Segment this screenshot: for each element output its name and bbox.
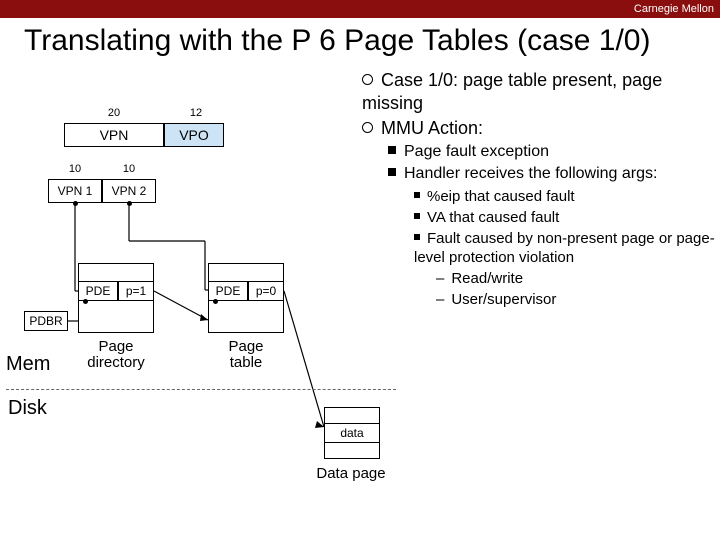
pte-p-box: p=0 bbox=[248, 281, 284, 301]
bullet-2b: Handler receives the following args: bbox=[388, 164, 716, 184]
bullet-list: Case 1/0: page table present, page missi… bbox=[362, 69, 716, 312]
bullet-1: Case 1/0: page table present, page missi… bbox=[362, 69, 716, 115]
vpo-width: 12 bbox=[186, 107, 206, 119]
mem-disk-divider bbox=[6, 389, 396, 390]
bullet-2b2: VA that caused fault bbox=[414, 208, 716, 227]
bullet-2a: Page fault exception bbox=[388, 142, 716, 162]
dot bbox=[127, 201, 132, 206]
pde-box: PDE bbox=[78, 281, 118, 301]
disk-label: Disk bbox=[8, 397, 47, 420]
vpn2-box: VPN 2 bbox=[102, 179, 156, 203]
vpn1-width: 10 bbox=[66, 163, 84, 175]
vpn2-width: 10 bbox=[120, 163, 138, 175]
bullet-2b3a: Read/write bbox=[436, 269, 716, 288]
data-box: data bbox=[324, 423, 380, 443]
data-page-label: Data page bbox=[296, 465, 406, 482]
bullet-2: MMU Action: bbox=[362, 117, 716, 140]
bullet-2b3: Fault caused by non-present page or page… bbox=[414, 229, 716, 267]
pde-p-box: p=1 bbox=[118, 281, 154, 301]
dot bbox=[213, 299, 218, 304]
vpn1-box: VPN 1 bbox=[48, 179, 102, 203]
vpn-box: VPN bbox=[64, 123, 164, 147]
dot bbox=[83, 299, 88, 304]
bullet-2b3b: User/supervisor bbox=[436, 290, 716, 309]
mem-label: Mem bbox=[6, 353, 50, 376]
pdbr-box: PDBR bbox=[24, 311, 68, 331]
bullet-2b1: %eip that caused fault bbox=[414, 187, 716, 206]
page-directory-label: Page directory bbox=[78, 339, 154, 372]
content-area: 20 12 VPN VPO 10 10 VPN 1 VPN 2 PDE p=1 … bbox=[0, 63, 720, 525]
vpn-width: 20 bbox=[104, 107, 124, 119]
page-title: Translating with the P 6 Page Tables (ca… bbox=[0, 18, 720, 63]
dot bbox=[73, 201, 78, 206]
brand-label: Carnegie Mellon bbox=[634, 3, 714, 15]
pte-box: PDE bbox=[208, 281, 248, 301]
vpo-box: VPO bbox=[164, 123, 224, 147]
page-table-label: Page table bbox=[208, 339, 284, 372]
